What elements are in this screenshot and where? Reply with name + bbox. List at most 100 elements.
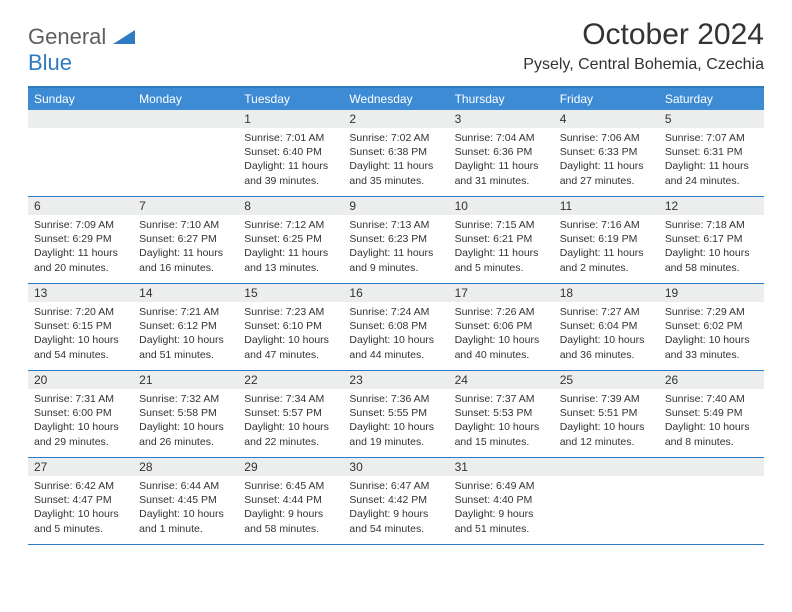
day-number: 16: [343, 284, 448, 302]
sunset-text: Sunset: 5:51 PM: [560, 406, 653, 420]
sunset-text: Sunset: 5:58 PM: [139, 406, 232, 420]
day-body: Sunrise: 7:07 AMSunset: 6:31 PMDaylight:…: [659, 128, 764, 192]
logo-word2: Blue: [28, 50, 72, 75]
sunrise-text: Sunrise: 7:10 AM: [139, 218, 232, 232]
week-row: 1Sunrise: 7:01 AMSunset: 6:40 PMDaylight…: [28, 110, 764, 197]
logo: General Blue: [28, 18, 135, 76]
day-body: Sunrise: 6:45 AMSunset: 4:44 PMDaylight:…: [238, 476, 343, 540]
day-number: 15: [238, 284, 343, 302]
daylight-text: Daylight: 11 hours and 13 minutes.: [244, 246, 337, 274]
day-cell: 10Sunrise: 7:15 AMSunset: 6:21 PMDayligh…: [449, 197, 554, 283]
sunrise-text: Sunrise: 6:49 AM: [455, 479, 548, 493]
day-cell: 9Sunrise: 7:13 AMSunset: 6:23 PMDaylight…: [343, 197, 448, 283]
day-number: [659, 458, 764, 476]
day-cell: 31Sunrise: 6:49 AMSunset: 4:40 PMDayligh…: [449, 458, 554, 544]
daylight-text: Daylight: 10 hours and 29 minutes.: [34, 420, 127, 448]
daylight-text: Daylight: 10 hours and 47 minutes.: [244, 333, 337, 361]
day-cell: 21Sunrise: 7:32 AMSunset: 5:58 PMDayligh…: [133, 371, 238, 457]
day-number: [554, 458, 659, 476]
day-body: Sunrise: 7:23 AMSunset: 6:10 PMDaylight:…: [238, 302, 343, 366]
day-body: Sunrise: 7:20 AMSunset: 6:15 PMDaylight:…: [28, 302, 133, 366]
sunrise-text: Sunrise: 7:06 AM: [560, 131, 653, 145]
sunrise-text: Sunrise: 7:31 AM: [34, 392, 127, 406]
day-body: Sunrise: 7:18 AMSunset: 6:17 PMDaylight:…: [659, 215, 764, 279]
dow-cell: Friday: [554, 88, 659, 110]
day-body: Sunrise: 7:16 AMSunset: 6:19 PMDaylight:…: [554, 215, 659, 279]
sunset-text: Sunset: 6:25 PM: [244, 232, 337, 246]
daylight-text: Daylight: 10 hours and 15 minutes.: [455, 420, 548, 448]
sunset-text: Sunset: 6:23 PM: [349, 232, 442, 246]
day-cell: 28Sunrise: 6:44 AMSunset: 4:45 PMDayligh…: [133, 458, 238, 544]
daylight-text: Daylight: 11 hours and 31 minutes.: [455, 159, 548, 187]
sunset-text: Sunset: 6:10 PM: [244, 319, 337, 333]
sunrise-text: Sunrise: 6:44 AM: [139, 479, 232, 493]
day-number: 20: [28, 371, 133, 389]
sunset-text: Sunset: 6:00 PM: [34, 406, 127, 420]
daylight-text: Daylight: 9 hours and 51 minutes.: [455, 507, 548, 535]
daylight-text: Daylight: 9 hours and 58 minutes.: [244, 507, 337, 535]
day-cell: 30Sunrise: 6:47 AMSunset: 4:42 PMDayligh…: [343, 458, 448, 544]
day-cell: 27Sunrise: 6:42 AMSunset: 4:47 PMDayligh…: [28, 458, 133, 544]
logo-text: General Blue: [28, 24, 135, 76]
dow-row: SundayMondayTuesdayWednesdayThursdayFrid…: [28, 88, 764, 110]
day-cell: 18Sunrise: 7:27 AMSunset: 6:04 PMDayligh…: [554, 284, 659, 370]
sunrise-text: Sunrise: 7:12 AM: [244, 218, 337, 232]
sunrise-text: Sunrise: 6:47 AM: [349, 479, 442, 493]
day-cell: 4Sunrise: 7:06 AMSunset: 6:33 PMDaylight…: [554, 110, 659, 196]
day-cell: 24Sunrise: 7:37 AMSunset: 5:53 PMDayligh…: [449, 371, 554, 457]
sunrise-text: Sunrise: 7:18 AM: [665, 218, 758, 232]
sunset-text: Sunset: 6:12 PM: [139, 319, 232, 333]
sunset-text: Sunset: 6:02 PM: [665, 319, 758, 333]
day-number: 21: [133, 371, 238, 389]
sunset-text: Sunset: 4:40 PM: [455, 493, 548, 507]
day-body: Sunrise: 7:01 AMSunset: 6:40 PMDaylight:…: [238, 128, 343, 192]
daylight-text: Daylight: 11 hours and 20 minutes.: [34, 246, 127, 274]
sunset-text: Sunset: 5:55 PM: [349, 406, 442, 420]
day-number: 4: [554, 110, 659, 128]
sunrise-text: Sunrise: 7:07 AM: [665, 131, 758, 145]
day-number: 19: [659, 284, 764, 302]
day-number: 11: [554, 197, 659, 215]
day-cell: 29Sunrise: 6:45 AMSunset: 4:44 PMDayligh…: [238, 458, 343, 544]
day-body: Sunrise: 7:34 AMSunset: 5:57 PMDaylight:…: [238, 389, 343, 453]
sunrise-text: Sunrise: 7:02 AM: [349, 131, 442, 145]
day-cell: 23Sunrise: 7:36 AMSunset: 5:55 PMDayligh…: [343, 371, 448, 457]
logo-triangle-icon: [113, 28, 135, 44]
sunset-text: Sunset: 6:19 PM: [560, 232, 653, 246]
calendar-grid: SundayMondayTuesdayWednesdayThursdayFrid…: [28, 86, 764, 545]
day-body: Sunrise: 7:32 AMSunset: 5:58 PMDaylight:…: [133, 389, 238, 453]
daylight-text: Daylight: 11 hours and 16 minutes.: [139, 246, 232, 274]
sunrise-text: Sunrise: 7:13 AM: [349, 218, 442, 232]
week-row: 6Sunrise: 7:09 AMSunset: 6:29 PMDaylight…: [28, 197, 764, 284]
daylight-text: Daylight: 10 hours and 8 minutes.: [665, 420, 758, 448]
daylight-text: Daylight: 10 hours and 12 minutes.: [560, 420, 653, 448]
day-number: 27: [28, 458, 133, 476]
day-cell: 12Sunrise: 7:18 AMSunset: 6:17 PMDayligh…: [659, 197, 764, 283]
day-number: 17: [449, 284, 554, 302]
sunrise-text: Sunrise: 7:36 AM: [349, 392, 442, 406]
sunrise-text: Sunrise: 7:27 AM: [560, 305, 653, 319]
sunset-text: Sunset: 6:29 PM: [34, 232, 127, 246]
sunrise-text: Sunrise: 7:26 AM: [455, 305, 548, 319]
day-number: [133, 110, 238, 128]
daylight-text: Daylight: 10 hours and 5 minutes.: [34, 507, 127, 535]
sunset-text: Sunset: 5:49 PM: [665, 406, 758, 420]
day-body: Sunrise: 7:13 AMSunset: 6:23 PMDaylight:…: [343, 215, 448, 279]
sunset-text: Sunset: 6:27 PM: [139, 232, 232, 246]
daylight-text: Daylight: 10 hours and 22 minutes.: [244, 420, 337, 448]
day-body: Sunrise: 7:12 AMSunset: 6:25 PMDaylight:…: [238, 215, 343, 279]
sunrise-text: Sunrise: 6:45 AM: [244, 479, 337, 493]
day-number: 2: [343, 110, 448, 128]
daylight-text: Daylight: 10 hours and 54 minutes.: [34, 333, 127, 361]
day-cell: 26Sunrise: 7:40 AMSunset: 5:49 PMDayligh…: [659, 371, 764, 457]
sunrise-text: Sunrise: 7:24 AM: [349, 305, 442, 319]
day-body: Sunrise: 7:06 AMSunset: 6:33 PMDaylight:…: [554, 128, 659, 192]
daylight-text: Daylight: 10 hours and 51 minutes.: [139, 333, 232, 361]
day-cell: [554, 458, 659, 544]
sunset-text: Sunset: 4:44 PM: [244, 493, 337, 507]
sunset-text: Sunset: 4:45 PM: [139, 493, 232, 507]
sunset-text: Sunset: 6:31 PM: [665, 145, 758, 159]
sunrise-text: Sunrise: 7:29 AM: [665, 305, 758, 319]
dow-cell: Sunday: [28, 88, 133, 110]
day-body: Sunrise: 7:26 AMSunset: 6:06 PMDaylight:…: [449, 302, 554, 366]
